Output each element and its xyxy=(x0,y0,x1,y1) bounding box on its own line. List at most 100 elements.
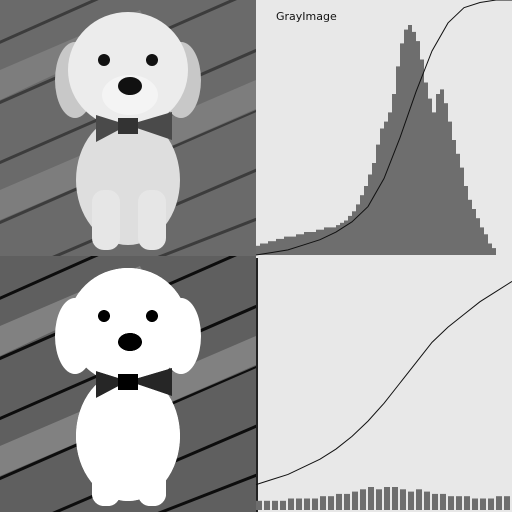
histogram-bar xyxy=(280,238,284,255)
histogram-bar xyxy=(444,103,448,255)
histogram-bar xyxy=(332,227,336,255)
histogram-bar xyxy=(336,493,342,510)
histogram-bar xyxy=(312,498,318,510)
histogram-bar xyxy=(296,498,302,510)
histogram-bar xyxy=(360,195,364,255)
histogram-bar xyxy=(480,498,486,510)
histogram-bar xyxy=(472,498,478,510)
histogram-bar xyxy=(496,496,502,510)
histogram-bar xyxy=(308,232,312,255)
histogram-bar xyxy=(384,487,390,510)
histogram-bar xyxy=(268,241,272,255)
histogram-bar xyxy=(476,218,480,255)
histogram-bar xyxy=(340,222,344,255)
histogram-bar xyxy=(344,220,348,255)
histogram-bar xyxy=(416,489,422,510)
histogram-bar xyxy=(488,498,494,510)
histogram-bar xyxy=(264,243,268,255)
histogram-bar xyxy=(256,500,262,510)
histogram-bar xyxy=(464,186,468,255)
histogram-bar xyxy=(404,29,408,255)
histogram-bar xyxy=(484,234,488,255)
histogram-bar xyxy=(432,112,436,256)
histogram-bar xyxy=(324,227,328,255)
histogram-bar xyxy=(448,121,452,255)
histogram-bar xyxy=(424,82,428,255)
histogram-bar xyxy=(304,232,308,255)
histogram-bar xyxy=(392,94,396,255)
histogram-bar xyxy=(260,243,264,255)
histogram-bar xyxy=(344,493,350,510)
histogram-bar xyxy=(320,229,324,255)
histogram-bar xyxy=(460,167,464,255)
histogram-bar xyxy=(300,234,304,255)
histogram-bar xyxy=(316,229,320,255)
histogram-bar xyxy=(468,199,472,255)
histogram-bar xyxy=(392,487,398,510)
histogram-bar xyxy=(360,489,366,510)
histogram-bar xyxy=(408,491,414,510)
histogram-bar xyxy=(292,236,296,255)
histogram-bar xyxy=(456,496,462,510)
histogram-bar xyxy=(400,489,406,510)
histogram-bar xyxy=(440,89,444,256)
histogram-bar xyxy=(256,245,260,255)
histogram-bar xyxy=(456,153,460,255)
histogram-bar xyxy=(436,94,440,255)
histogram-bar xyxy=(352,491,358,510)
histogram-bar xyxy=(304,498,310,510)
histogram-bar xyxy=(464,496,470,510)
histogram-bar xyxy=(272,241,276,255)
histogram-bar xyxy=(368,487,374,510)
window-title: GrayImage xyxy=(276,10,337,23)
histogram-bar xyxy=(428,98,432,255)
histogram-bar xyxy=(400,43,404,256)
histogram-bar xyxy=(492,248,496,255)
histogram-bar xyxy=(440,493,446,510)
histogram-bar xyxy=(276,238,280,255)
histogram-bar xyxy=(272,500,278,510)
histogram-bar xyxy=(376,144,380,255)
histogram-bar xyxy=(372,163,376,255)
histogram-bar xyxy=(364,186,368,255)
histogram-bar xyxy=(480,227,484,255)
gray-image xyxy=(0,0,256,256)
histogram-bar xyxy=(352,211,356,255)
histogram-bar xyxy=(296,234,300,255)
histogram-bar xyxy=(348,215,352,255)
histogram-bar xyxy=(504,496,510,510)
histogram-bar xyxy=(368,174,372,255)
histogram-bar xyxy=(288,498,294,510)
histogram-bar xyxy=(408,25,412,255)
histogram-bar xyxy=(264,500,270,510)
histogram xyxy=(255,0,512,256)
histogram-bar xyxy=(284,236,288,255)
histogram xyxy=(255,280,512,510)
histogram-panel xyxy=(256,256,512,512)
histogram-bar xyxy=(320,496,326,510)
histogram-bar xyxy=(472,209,476,255)
histogram-bar xyxy=(280,500,286,510)
histogram-bar xyxy=(384,121,388,255)
histogram-bar xyxy=(288,236,292,255)
histogram-bar xyxy=(388,112,392,256)
histogram-bar xyxy=(448,496,454,510)
histogram-bar xyxy=(452,140,456,255)
histogram-bar xyxy=(376,489,382,510)
histogram-bar xyxy=(356,204,360,255)
histogram-bar xyxy=(432,493,438,510)
equalized-image xyxy=(0,256,256,512)
histogram-bar xyxy=(420,59,424,255)
histogram-bar xyxy=(328,227,332,255)
histogram-bar xyxy=(312,232,316,255)
histogram-bar xyxy=(336,225,340,255)
histogram-bar xyxy=(416,41,420,255)
histogram-bar xyxy=(328,496,334,510)
histogram-bar xyxy=(396,66,400,256)
histogram-bar xyxy=(380,128,384,255)
histogram-bar xyxy=(488,243,492,255)
histogram-bar xyxy=(412,31,416,256)
cdf-line xyxy=(255,0,512,256)
histogram-bar xyxy=(424,491,430,510)
